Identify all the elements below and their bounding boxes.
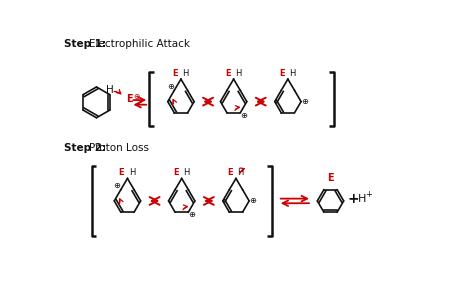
Text: H: H	[358, 194, 366, 204]
Text: H: H	[290, 69, 296, 78]
Text: E: E	[173, 168, 179, 177]
Text: H: H	[182, 69, 189, 78]
Text: E: E	[327, 173, 334, 183]
Text: E: E	[279, 69, 285, 78]
Text: ⊕: ⊕	[241, 111, 247, 120]
Text: ⊕: ⊕	[113, 181, 120, 190]
Text: E: E	[172, 69, 178, 78]
Text: H: H	[237, 168, 244, 177]
Text: ⊕: ⊕	[249, 197, 256, 205]
Text: E: E	[225, 69, 230, 78]
Text: H: H	[129, 168, 136, 177]
Text: H: H	[183, 168, 190, 177]
Text: Proton Loss: Proton Loss	[89, 143, 149, 153]
Text: Electrophilic Attack: Electrophilic Attack	[89, 39, 190, 49]
Text: ⊕: ⊕	[301, 97, 309, 106]
Text: Step 2:: Step 2:	[64, 143, 106, 153]
Text: +: +	[347, 192, 359, 206]
Text: ⊕: ⊕	[189, 210, 196, 219]
Text: E: E	[126, 94, 133, 103]
Text: E: E	[118, 168, 124, 177]
Text: Step 1:: Step 1:	[64, 39, 106, 49]
Text: H: H	[106, 85, 114, 95]
Text: E: E	[227, 168, 233, 177]
Text: +: +	[365, 190, 372, 199]
Text: H: H	[235, 69, 242, 78]
Text: ⊕: ⊕	[134, 92, 140, 102]
Text: ⊕: ⊕	[167, 82, 174, 91]
